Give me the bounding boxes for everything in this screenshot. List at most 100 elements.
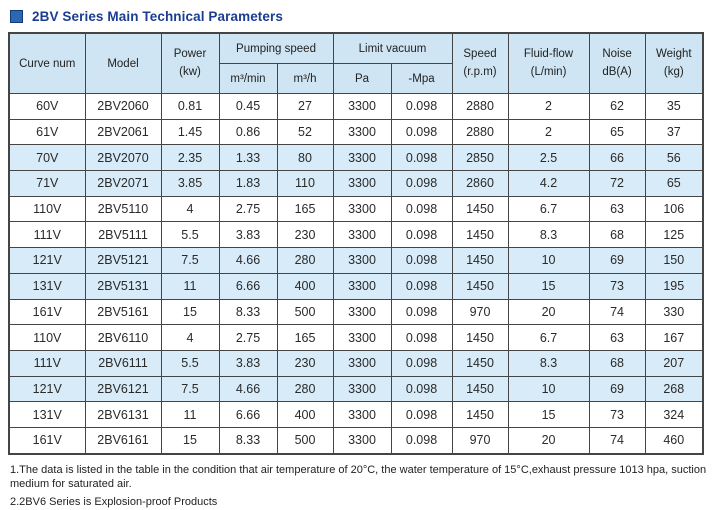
section-title: 2BV Series Main Technical Parameters xyxy=(10,8,704,25)
cell-pump-m3-min: 8.33 xyxy=(218,426,278,455)
cell-power: 4 xyxy=(160,324,220,351)
cell-noise: 73 xyxy=(588,401,646,428)
cell-noise: 69 xyxy=(588,247,646,274)
cell-weight: 65 xyxy=(644,170,704,197)
cell-power: 11 xyxy=(160,401,220,428)
cell-power: 7.5 xyxy=(160,375,220,403)
cell-power: 3.85 xyxy=(160,170,220,197)
cell-noise: 66 xyxy=(588,144,646,172)
cell-pump-m3-min: 0.86 xyxy=(218,118,278,146)
cell-curve: 110V xyxy=(8,324,86,351)
parameters-table: Curve num Model Power (kw) Pumping speed… xyxy=(8,32,705,455)
col-header-fluid-flow: Fluid-flow (L/min) xyxy=(507,32,590,94)
cell-speed: 1450 xyxy=(451,221,509,249)
cell-fluid: 4.2 xyxy=(507,170,590,197)
table-row: 131V 2BV5131 11 6.66 400 3300 0.098 1450 15 73 195 xyxy=(8,272,704,300)
col-header-model: Model xyxy=(84,32,162,94)
cell-fluid: 15 xyxy=(507,272,590,300)
cell-curve: 121V xyxy=(8,247,86,274)
table-row: 161V 2BV5161 15 8.33 500 3300 0.098 970 20 74 330 xyxy=(8,298,704,326)
col-subheader-mpa: -Mpa xyxy=(390,63,453,94)
table-row: 61V 2BV2061 1.45 0.86 52 3300 0.098 2880 2 65 37 xyxy=(8,118,704,146)
table-row: 110V 2BV5110 4 2.75 165 3300 0.098 1450 6.7 63 106 xyxy=(8,195,704,223)
cell-vacuum-pa: 3300 xyxy=(332,144,392,172)
cell-model: 2BV2071 xyxy=(84,170,162,197)
cell-curve: 121V xyxy=(8,375,86,403)
col-header-power: Power (kw) xyxy=(160,32,220,94)
cell-fluid: 8.3 xyxy=(507,349,590,377)
table-row: 121V 2BV6121 7.5 4.66 280 3300 0.098 1450 10 69 26… xyxy=(8,375,704,403)
cell-fluid: 6.7 xyxy=(507,324,590,351)
cell-pump-m3-h: 400 xyxy=(276,401,334,428)
cell-model: 2BV5121 xyxy=(84,247,162,274)
cell-noise: 63 xyxy=(588,324,646,351)
cell-power: 7.5 xyxy=(160,247,220,274)
cell-vacuum-mpa: 0.098 xyxy=(390,349,453,377)
cell-speed: 1450 xyxy=(451,272,509,300)
cell-vacuum-pa: 3300 xyxy=(332,349,392,377)
col-header-speed-line1: Speed xyxy=(463,47,497,60)
cell-model: 2BV5131 xyxy=(84,272,162,300)
cell-noise: 72 xyxy=(588,170,646,197)
cell-noise: 63 xyxy=(588,195,646,223)
cell-pump-m3-h: 230 xyxy=(276,349,334,377)
cell-power: 2.35 xyxy=(160,144,220,172)
cell-vacuum-mpa: 0.098 xyxy=(390,144,453,172)
cell-model: 2BV2070 xyxy=(84,144,162,172)
cell-curve: 111V xyxy=(8,349,86,377)
cell-pump-m3-min: 3.83 xyxy=(218,349,278,377)
cell-curve: 110V xyxy=(8,195,86,223)
cell-vacuum-mpa: 0.098 xyxy=(390,272,453,300)
cell-curve: 71V xyxy=(8,170,86,197)
cell-model: 2BV5161 xyxy=(84,298,162,326)
cell-model: 2BV2061 xyxy=(84,118,162,146)
cell-vacuum-pa: 3300 xyxy=(332,401,392,428)
table-row: 71V 2BV2071 3.85 1.83 110 3300 0.098 2860 4.2 72 6… xyxy=(8,170,704,197)
cell-vacuum-pa: 3300 xyxy=(332,195,392,223)
col-header-weight: Weight (kg) xyxy=(644,32,704,94)
cell-vacuum-pa: 3300 xyxy=(332,272,392,300)
table-header: Curve num Model Power (kw) Pumping speed… xyxy=(8,32,704,94)
cell-pump-m3-h: 280 xyxy=(276,247,334,274)
cell-vacuum-pa: 3300 xyxy=(332,375,392,403)
cell-speed: 2860 xyxy=(451,170,509,197)
cell-weight: 195 xyxy=(644,272,704,300)
table-row: 161V 2BV6161 15 8.33 500 3300 0.098 970 20 74 460 xyxy=(8,426,704,455)
cell-model: 2BV6131 xyxy=(84,401,162,428)
col-header-noise: Noise dB(A) xyxy=(588,32,646,94)
table-row: 131V 2BV6131 11 6.66 400 3300 0.098 1450 15 73 324 xyxy=(8,401,704,428)
cell-vacuum-mpa: 0.098 xyxy=(390,170,453,197)
cell-model: 2BV5110 xyxy=(84,195,162,223)
cell-vacuum-mpa: 0.098 xyxy=(390,324,453,351)
cell-noise: 65 xyxy=(588,118,646,146)
notes: 1.The data is listed in the table in the… xyxy=(10,463,710,510)
cell-noise: 74 xyxy=(588,426,646,455)
cell-vacuum-mpa: 0.098 xyxy=(390,401,453,428)
cell-noise: 68 xyxy=(588,221,646,249)
cell-curve: 161V xyxy=(8,298,86,326)
cell-power: 5.5 xyxy=(160,349,220,377)
cell-pump-m3-min: 2.75 xyxy=(218,195,278,223)
cell-pump-m3-min: 2.75 xyxy=(218,324,278,351)
note-2: 2.2BV6 Series is Explosion-proof Product… xyxy=(10,496,218,509)
cell-fluid: 2 xyxy=(507,118,590,146)
col-header-weight-line1: Weight xyxy=(655,47,692,60)
cell-curve: 61V xyxy=(8,118,86,146)
cell-weight: 460 xyxy=(644,426,704,455)
cell-model: 2BV5111 xyxy=(84,221,162,249)
cell-vacuum-pa: 3300 xyxy=(332,221,392,249)
cell-pump-m3-h: 110 xyxy=(276,170,334,197)
col-header-fluid-flow-line2: (L/min) xyxy=(530,65,567,78)
cell-fluid: 10 xyxy=(507,375,590,403)
cell-fluid: 8.3 xyxy=(507,221,590,249)
cell-curve: 111V xyxy=(8,221,86,249)
cell-speed: 1450 xyxy=(451,324,509,351)
cell-fluid: 6.7 xyxy=(507,195,590,223)
cell-pump-m3-min: 4.66 xyxy=(218,375,278,403)
col-header-curve-num: Curve num xyxy=(8,32,86,94)
cell-vacuum-pa: 3300 xyxy=(332,170,392,197)
cell-power: 1.45 xyxy=(160,118,220,146)
cell-vacuum-pa: 3300 xyxy=(332,247,392,274)
cell-weight: 207 xyxy=(644,349,704,377)
cell-pump-m3-min: 6.66 xyxy=(218,401,278,428)
